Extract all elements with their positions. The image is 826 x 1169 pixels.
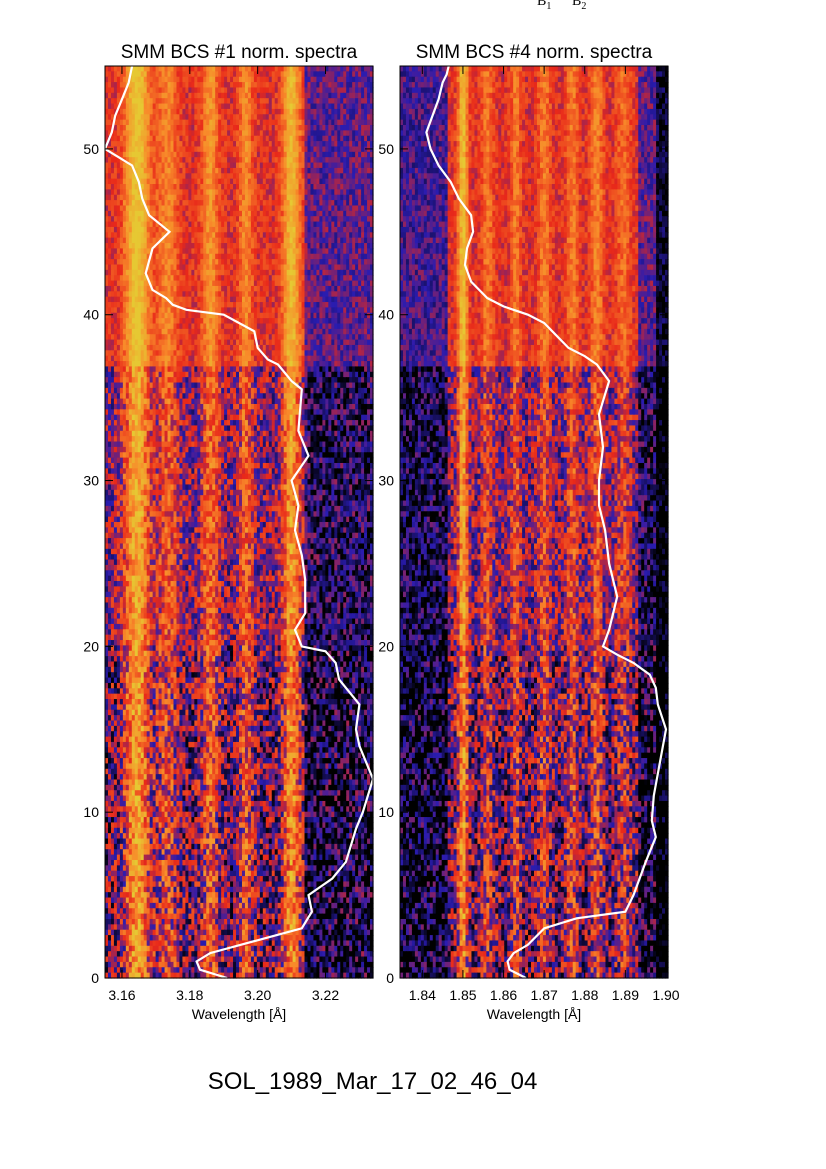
y-tick-label: 40	[83, 307, 99, 323]
x-tick-label: 3.18	[176, 987, 203, 1003]
y-tick-label: 40	[378, 307, 394, 323]
spectrum-heatmap	[105, 66, 374, 979]
y-tick-label: 30	[378, 473, 394, 489]
x-axis-label: Wavelength [Å]	[487, 1006, 581, 1022]
x-tick-label: 3.22	[312, 987, 339, 1003]
x-tick-label: 3.16	[108, 987, 135, 1003]
y-tick-label: 50	[83, 141, 99, 157]
panel-title: SMM BCS #4 norm. spectra	[416, 42, 653, 63]
x-tick-label: 1.85	[449, 987, 476, 1003]
y-tick-label: 10	[83, 804, 99, 820]
footer-event-label: SOL_1989_Mar_17_02_46_04	[0, 1068, 745, 1096]
x-tick-label: 1.86	[490, 987, 517, 1003]
y-tick-label: 30	[83, 473, 99, 489]
y-tick-label: 0	[91, 970, 99, 986]
spectrum-heatmap	[400, 66, 669, 979]
x-tick-label: 1.87	[531, 987, 558, 1003]
y-tick-label: 10	[378, 804, 394, 820]
panel-1: SMM BCS #1 norm. spectra 3.16 3.18 3.20 3.22…	[83, 42, 373, 1022]
x-axis-label: Wavelength [Å]	[192, 1006, 286, 1022]
x-tick-label: 3.20	[244, 987, 271, 1003]
panel-2: SMM BCS #4 norm. spectra 1.84 1.85 1.86 1.87…	[378, 42, 679, 1022]
spectra-figure: SMM BCS #1 norm. spectra 3.16 3.18 3.20 3.22…	[0, 0, 826, 1060]
panel-title: SMM BCS #1 norm. spectra	[121, 42, 358, 63]
x-tick-label: 1.89	[612, 987, 639, 1003]
y-tick-label: 50	[378, 141, 394, 157]
x-tick-label: 1.90	[652, 987, 679, 1003]
y-tick-label: 20	[83, 638, 99, 654]
y-tick-label: 0	[386, 970, 394, 986]
x-tick-label: 1.84	[409, 987, 436, 1003]
x-tick-label: 1.88	[571, 987, 598, 1003]
y-tick-label: 20	[378, 638, 394, 654]
